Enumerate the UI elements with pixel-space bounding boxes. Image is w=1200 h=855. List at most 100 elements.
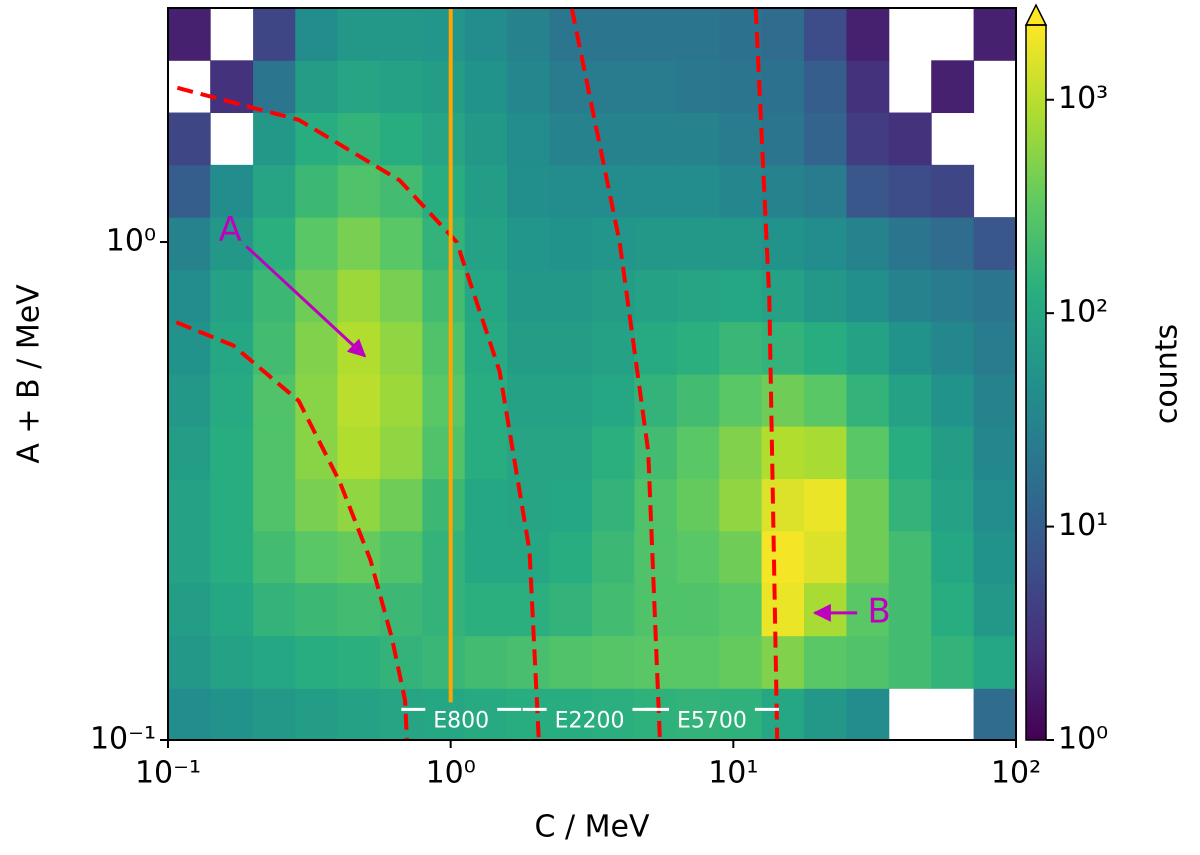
heatmap-cell	[676, 478, 720, 532]
heatmap-cell	[253, 164, 296, 218]
heatmap-cell	[761, 582, 805, 637]
heatmap-cell	[634, 8, 678, 61]
heatmap-cell	[295, 60, 339, 114]
heatmap-cell	[422, 8, 466, 61]
annotation-text: B	[867, 591, 890, 631]
heatmap-cell	[803, 112, 847, 166]
heatmap-cell	[634, 217, 678, 270]
heatmap-cell	[549, 269, 593, 323]
heatmap-cell	[337, 478, 381, 532]
heatmap-cell	[803, 530, 847, 584]
heatmap-cell	[464, 8, 508, 61]
heatmap-cell	[168, 217, 211, 270]
heatmap-cell	[464, 374, 508, 427]
heatmap-cell	[210, 374, 254, 427]
heatmap-cell	[337, 374, 381, 427]
heatmap-cell	[888, 374, 932, 427]
heatmap-cell	[422, 269, 466, 323]
heatmap-cell	[253, 8, 296, 61]
heatmap-cell	[507, 688, 551, 740]
heatmap-cell	[719, 374, 763, 427]
heatmap-cell	[676, 217, 720, 270]
colorbar-label: counts	[1150, 324, 1185, 424]
heatmap-cell	[931, 321, 975, 375]
heatmap-cell	[379, 269, 423, 323]
heatmap-cell	[253, 217, 296, 270]
heatmap-cell	[422, 112, 466, 166]
heatmap-cell	[549, 217, 593, 270]
heatmap-cell	[888, 478, 932, 532]
heatmap-cell	[803, 688, 847, 740]
heatmap-cell	[761, 60, 805, 114]
heatmap-cell	[591, 635, 635, 689]
heatmap-cell	[973, 426, 1016, 480]
heatmap-cell	[973, 8, 1016, 61]
heatmap-cell	[634, 688, 678, 740]
heatmap-cell	[168, 426, 211, 480]
heatmap-cell	[507, 60, 551, 114]
heatmap-cell	[464, 112, 508, 166]
heatmap-cell	[464, 164, 508, 218]
heatmap-cell	[591, 426, 635, 480]
heatmap-cell	[634, 426, 678, 480]
heatmap-cell	[846, 426, 890, 480]
heatmap-cell	[761, 530, 805, 584]
heatmap-cell	[803, 635, 847, 689]
colorbar-frame	[1025, 24, 1047, 741]
heatmap-cell	[931, 426, 975, 480]
heatmap-cell	[295, 374, 339, 427]
heatmap-cell	[253, 112, 296, 166]
heatmap-cell	[676, 688, 720, 740]
heatmap-cell	[676, 426, 720, 480]
heatmap-cell	[634, 478, 678, 532]
heatmap-cell	[168, 374, 211, 427]
heatmap-cell	[591, 530, 635, 584]
heatmap-cell	[337, 217, 381, 270]
dashed-curve	[176, 85, 541, 740]
heatmap-cell	[803, 321, 847, 375]
heatmap-cell	[931, 374, 975, 427]
annotation-arrow	[245, 245, 367, 358]
heatmap-cell	[888, 321, 932, 375]
heatmap-cell	[295, 217, 339, 270]
heatmap-cell	[422, 426, 466, 480]
heatmap-cell	[634, 269, 678, 323]
x-axis-label: C / MeV	[535, 810, 650, 845]
heatmap-cell	[507, 374, 551, 427]
heatmap-cell	[210, 478, 254, 532]
heatmap-cell	[507, 582, 551, 637]
heatmap-cell	[295, 582, 339, 637]
dashed-curve	[175, 320, 409, 740]
x-tick-label: 10²	[991, 756, 1041, 791]
heatmap-cell	[761, 164, 805, 218]
heatmap-cell	[846, 112, 890, 166]
heatmap-cell	[591, 582, 635, 637]
heatmap-cell	[761, 112, 805, 166]
heatmap-cell	[422, 374, 466, 427]
heatmap-cell	[295, 164, 339, 218]
heatmap-cell	[591, 321, 635, 375]
heatmap-cell	[634, 530, 678, 584]
heatmap-cell	[379, 530, 423, 584]
heatmap-cell	[253, 635, 296, 689]
heatmap-cell	[761, 426, 805, 480]
heatmap-cell	[761, 478, 805, 532]
heatmap-cell	[549, 321, 593, 375]
heatmap-cell	[168, 582, 211, 637]
heatmap-cell	[464, 478, 508, 532]
heatmap-cell	[931, 164, 975, 218]
heatmap-cell	[846, 688, 890, 740]
heatmap-cell	[803, 164, 847, 218]
heatmap-cell	[719, 426, 763, 480]
heatmap-cell	[253, 60, 296, 114]
heatmap-cell	[803, 426, 847, 480]
heatmap-cell	[464, 688, 508, 740]
heatmap-cell	[719, 530, 763, 584]
heatmap-cell	[507, 269, 551, 323]
heatmap-cell	[168, 164, 211, 218]
heatmap-cell	[422, 688, 466, 740]
region-label: E800	[433, 708, 489, 733]
heatmap-cell	[591, 8, 635, 61]
heatmap-cell	[422, 321, 466, 375]
heatmap-cell	[931, 530, 975, 584]
